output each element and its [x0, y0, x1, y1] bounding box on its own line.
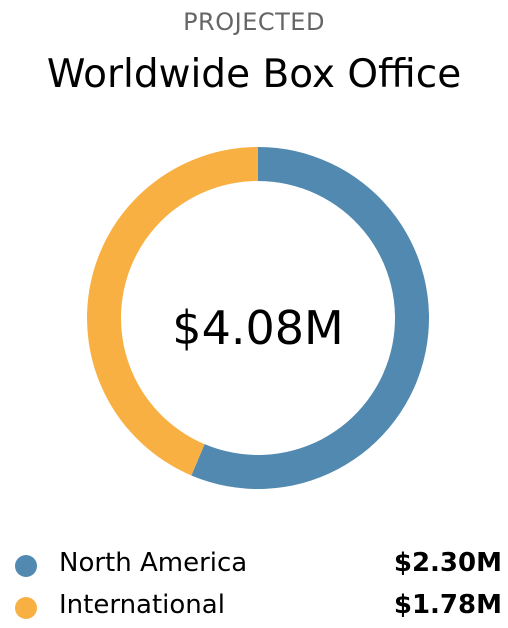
- legend-item-international: International $1.78M: [0, 588, 508, 622]
- legend-item-north-america: North America $2.30M: [0, 546, 508, 580]
- legend-swatch-international: [15, 597, 37, 619]
- legend-label-international: International: [59, 590, 225, 620]
- legend-label-north-america: North America: [59, 548, 248, 578]
- donut-slice-north-america: [191, 147, 429, 490]
- chart-title: Worldwide Box Office: [46, 52, 462, 97]
- donut-slice-international: [86, 147, 258, 476]
- legend-swatch-north-america: [15, 555, 37, 577]
- chart-kicker: PROJECTED: [183, 8, 325, 36]
- donut-center-total: $4.08M: [172, 301, 343, 355]
- legend-value-international: $1.78M: [393, 590, 502, 620]
- legend-value-north-america: $2.30M: [393, 548, 502, 578]
- donut-slices: [86, 147, 429, 490]
